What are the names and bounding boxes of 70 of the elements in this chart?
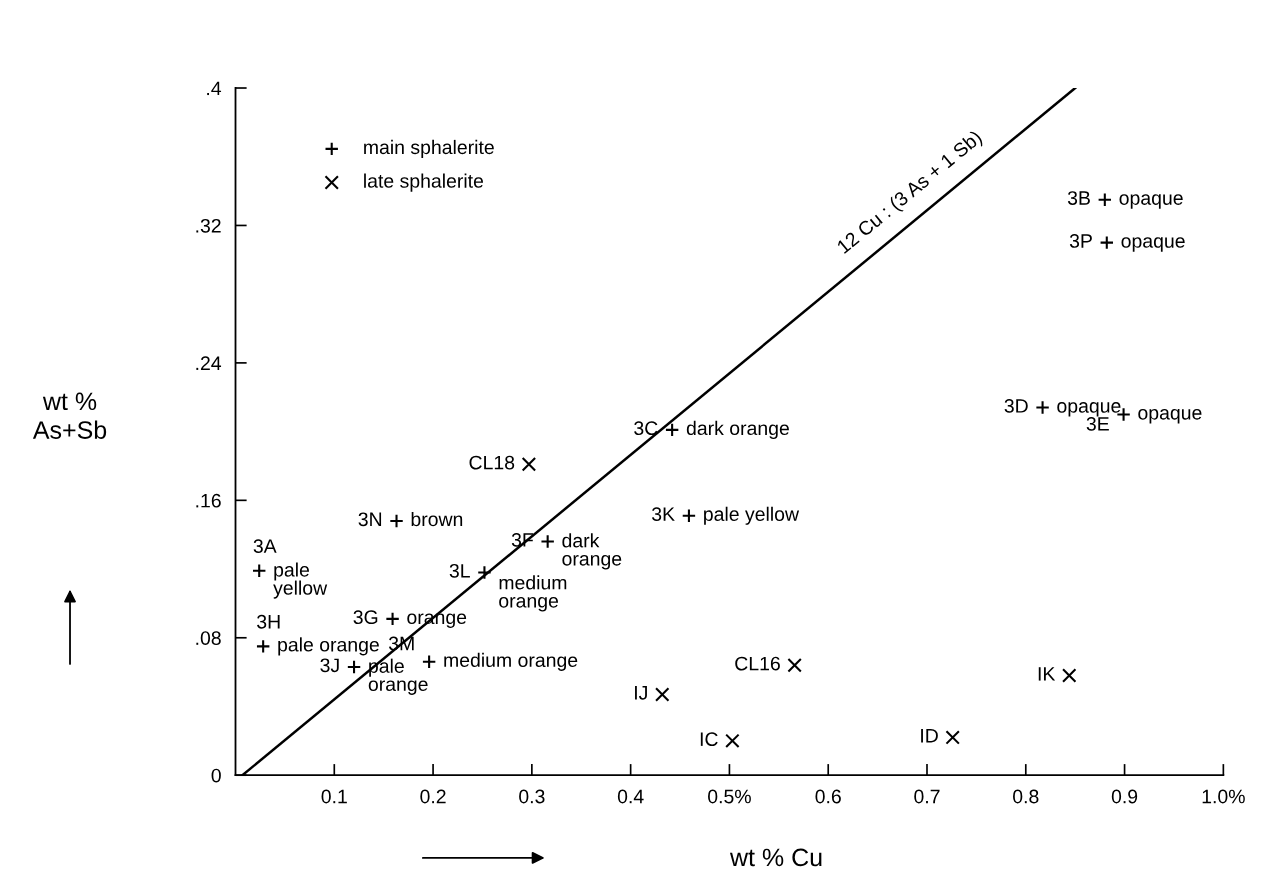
annotation: 3N bbox=[358, 512, 382, 527]
point bbox=[389, 513, 404, 529]
annotation: IC bbox=[700, 732, 718, 747]
y-tick-label: .4 bbox=[207, 81, 222, 96]
annotation: ID bbox=[921, 729, 938, 743]
x-tick-label: 0.3 bbox=[519, 789, 545, 804]
point bbox=[1097, 192, 1113, 207]
annotation: CL18 bbox=[469, 455, 515, 470]
x-tick-label: 0.1 bbox=[321, 789, 347, 804]
x-tick-label: 0.9 bbox=[1111, 789, 1138, 804]
annotation: CL16 bbox=[735, 656, 780, 671]
annotation: pale orange bbox=[278, 637, 379, 656]
point bbox=[421, 654, 437, 670]
annotation: 3K bbox=[652, 507, 675, 522]
x-tick-label: 0.2 bbox=[420, 789, 446, 804]
annotation: opaque bbox=[1057, 402, 1121, 417]
point bbox=[385, 611, 400, 627]
annotation: 12 Cu : (3 As + 1 Sb) bbox=[835, 129, 985, 257]
x-tick-label: 1.0% bbox=[1202, 789, 1245, 804]
annotation: IK bbox=[1038, 667, 1056, 681]
y-tick-label: .32 bbox=[196, 218, 221, 233]
y-tick-label: .16 bbox=[196, 493, 221, 508]
y-tick-label: 0 bbox=[211, 768, 221, 783]
annotation: medium orange bbox=[499, 575, 567, 612]
annotation: pale yellow bbox=[704, 506, 800, 525]
point bbox=[787, 658, 802, 673]
annotation: pale yellow bbox=[273, 562, 328, 599]
annotation: 3E bbox=[1086, 416, 1109, 431]
annotation: opaque bbox=[1121, 237, 1185, 252]
annotation: dark orange bbox=[562, 533, 622, 570]
annotation: 3H bbox=[257, 614, 280, 629]
point bbox=[655, 687, 670, 702]
annotation: pale orange bbox=[368, 658, 428, 695]
annotation: brown bbox=[411, 511, 463, 527]
annotation: 3D bbox=[1004, 399, 1028, 413]
annotation: IJ bbox=[635, 686, 647, 700]
annotation: medium orange bbox=[444, 652, 578, 671]
x-tick-label: 0.6 bbox=[815, 789, 841, 804]
legend-label: main sphalerite bbox=[364, 139, 494, 158]
x-tick-label: 0.8 bbox=[1013, 789, 1039, 804]
annotation: 3P bbox=[1069, 234, 1092, 248]
point bbox=[255, 639, 271, 654]
annotation: 3A bbox=[253, 539, 277, 554]
point bbox=[945, 730, 960, 745]
y-axis-title: wt % As+Sb bbox=[32, 392, 107, 439]
point bbox=[346, 659, 362, 675]
point bbox=[521, 457, 537, 472]
x-tick-label: 0.5% bbox=[708, 789, 751, 804]
annotation: 3G bbox=[353, 610, 378, 625]
x-tick-label: 0.7 bbox=[914, 789, 940, 804]
point bbox=[540, 534, 555, 549]
point bbox=[1099, 235, 1115, 250]
x-axis-title: wt % Cu bbox=[729, 848, 822, 867]
point bbox=[1062, 668, 1077, 683]
y-tick-label: .24 bbox=[196, 356, 222, 370]
point bbox=[1035, 400, 1050, 415]
annotation: 3L bbox=[449, 563, 470, 578]
y-tick-label: .08 bbox=[196, 631, 221, 646]
point bbox=[725, 733, 740, 749]
point bbox=[681, 508, 697, 524]
annotation: opaque bbox=[1119, 194, 1183, 209]
annotation: dark orange bbox=[686, 420, 789, 439]
legend-label: late sphalerite bbox=[364, 173, 484, 192]
annotation: 3J bbox=[320, 658, 339, 673]
annotation: 3B bbox=[1067, 191, 1090, 205]
annotation: 3C bbox=[634, 421, 658, 436]
x-tick-label: 0.4 bbox=[617, 789, 644, 804]
annotation: opaque bbox=[1138, 408, 1202, 424]
point bbox=[664, 422, 680, 438]
point bbox=[251, 563, 267, 579]
